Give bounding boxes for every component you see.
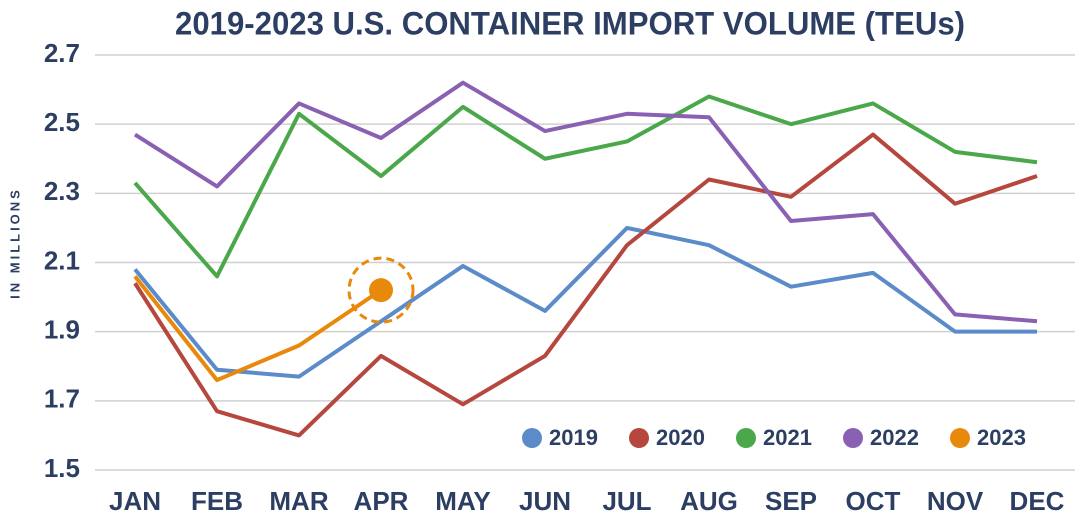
- x-tick-label: SEP: [765, 486, 817, 516]
- x-tick-label: AUG: [680, 486, 738, 516]
- x-tick-label: OCT: [846, 486, 901, 516]
- legend-label: 2023: [977, 425, 1026, 450]
- legend-label: 2022: [870, 425, 919, 450]
- x-tick-label: FEB: [191, 486, 243, 516]
- series-line: [133, 94, 1038, 279]
- y-tick-label: 2.3: [44, 176, 80, 206]
- series-line: [133, 132, 1038, 438]
- x-tick-label: APR: [354, 486, 409, 516]
- x-tick-label: JUN: [519, 486, 571, 516]
- legend-label: 2021: [763, 425, 812, 450]
- x-tick-label: NOV: [927, 486, 984, 516]
- legend-label: 2020: [656, 425, 705, 450]
- y-tick-label: 1.9: [44, 315, 80, 345]
- series-line: [133, 225, 1037, 379]
- x-tick-label: JAN: [109, 486, 161, 516]
- legend-swatch: [736, 428, 756, 448]
- series-line: [133, 275, 383, 383]
- series-line: [133, 80, 1038, 324]
- chart-title: 2019-2023 U.S. CONTAINER IMPORT VOLUME (…: [175, 5, 965, 41]
- legend-label: 2019: [549, 425, 598, 450]
- highlight-ring: [347, 256, 415, 324]
- x-tick-label: JUL: [602, 486, 651, 516]
- legend-swatch: [629, 428, 649, 448]
- y-tick-label: 1.7: [44, 384, 80, 414]
- legend-swatch: [950, 428, 970, 448]
- legend-swatch: [522, 428, 542, 448]
- y-tick-label: 2.7: [44, 38, 80, 68]
- x-tick-label: DEC: [1010, 486, 1065, 516]
- y-axis-label: IN MILLIONS: [7, 187, 22, 299]
- x-tick-label: MAR: [269, 486, 328, 516]
- y-tick-label: 2.1: [44, 245, 80, 275]
- legend-swatch: [843, 428, 863, 448]
- x-tick-label: MAY: [435, 486, 490, 516]
- y-tick-label: 1.5: [44, 453, 80, 483]
- y-tick-label: 2.5: [44, 107, 80, 137]
- highlight-point: [369, 278, 393, 303]
